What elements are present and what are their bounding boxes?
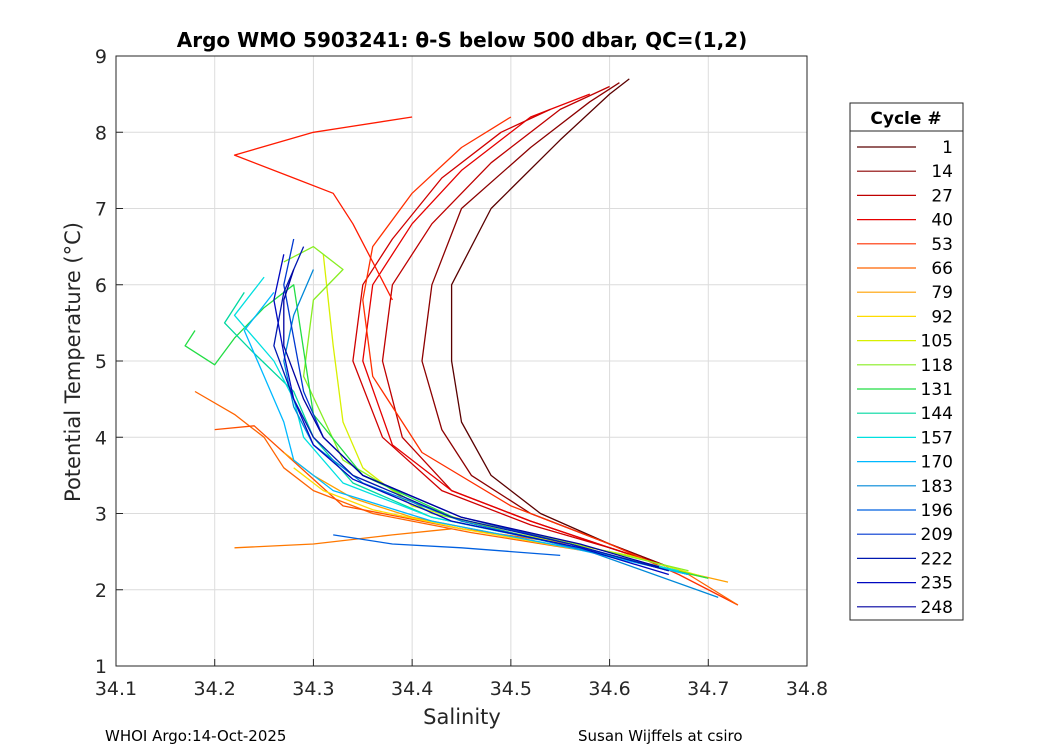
series-line-66c (234, 528, 452, 549)
legend-label-209: 209 (921, 525, 953, 545)
series-line-66b (214, 425, 571, 545)
series-line-40b (352, 108, 669, 568)
footer-right: Susan Wijffels at csiro (578, 727, 743, 745)
series-lines (184, 78, 739, 606)
y-tick-label: 5 (95, 351, 107, 373)
x-tick-label: 34.8 (786, 678, 828, 700)
legend-label-105: 105 (921, 332, 953, 352)
legend-label-183: 183 (921, 477, 953, 497)
axes-box (115, 55, 808, 667)
legend-label-144: 144 (921, 404, 953, 424)
legend-label-196: 196 (921, 501, 953, 521)
legend-label-14: 14 (931, 162, 953, 182)
series-line-196 (333, 534, 561, 557)
y-tick-label: 1 (95, 656, 107, 678)
y-tick-label: 8 (95, 122, 107, 144)
x-tick-label: 34.5 (490, 678, 532, 700)
grid (115, 55, 808, 667)
legend-label-27: 27 (931, 186, 953, 206)
legend-entries: 1 14 27 40 53 66 79 92 105 118 131 144 157 170 183 196 2… (857, 138, 953, 618)
legend-label-40: 40 (931, 211, 953, 231)
y-tick-label: 3 (95, 504, 107, 526)
x-tick-label: 34.6 (588, 678, 630, 700)
legend-label-79: 79 (931, 283, 953, 303)
legend-label-92: 92 (931, 307, 953, 327)
x-axis-label: Salinity (423, 705, 501, 729)
legend-title: Cycle # (870, 109, 941, 129)
legend-label-157: 157 (921, 428, 953, 448)
chart-title: Argo WMO 5903241: θ-S below 500 dbar, QC… (177, 28, 747, 52)
series-line-170 (243, 292, 689, 576)
y-tick-label: 4 (95, 427, 107, 449)
series-line-222 (273, 246, 669, 572)
y-tick-label: 9 (95, 46, 107, 68)
y-tick-labels: 1 2 3 4 5 6 7 8 9 (95, 46, 107, 678)
legend-label-118: 118 (921, 356, 953, 376)
legend-label-170: 170 (921, 453, 953, 473)
x-tick-label: 34.3 (292, 678, 334, 700)
series-line-53 (362, 116, 739, 606)
x-tick-label: 34.4 (391, 678, 433, 700)
y-tick-label: 7 (95, 199, 107, 221)
x-tick-label: 34.7 (687, 678, 729, 700)
legend-label-235: 235 (921, 574, 953, 594)
legend-label-53: 53 (931, 235, 953, 255)
x-tick-label: 34.2 (194, 678, 236, 700)
footer-left: WHOI Argo:14-Oct-2025 (105, 727, 286, 745)
series-line-1 (450, 78, 670, 568)
x-tick-labels: 34.1 34.2 34.3 34.4 34.5 34.6 34.7 34.8 (95, 678, 828, 700)
legend-label-1: 1 (942, 138, 953, 158)
series-line-235 (273, 254, 669, 576)
legend: Cycle # 1 14 27 40 53 66 79 92 105 118 131 144 157 17… (849, 102, 964, 621)
legend-label-66: 66 (931, 259, 953, 279)
series-line-248 (283, 269, 660, 568)
legend-label-248: 248 (921, 598, 953, 618)
y-tick-label: 2 (95, 580, 107, 602)
legend-label-222: 222 (921, 549, 953, 569)
y-tick-label: 6 (95, 275, 107, 297)
series-line-40 (362, 93, 669, 568)
legend-label-131: 131 (921, 380, 953, 400)
y-axis-label: Potential Temperature (°C) (61, 222, 85, 502)
x-tick-label: 34.1 (95, 678, 137, 700)
series-line-53b (233, 116, 413, 301)
